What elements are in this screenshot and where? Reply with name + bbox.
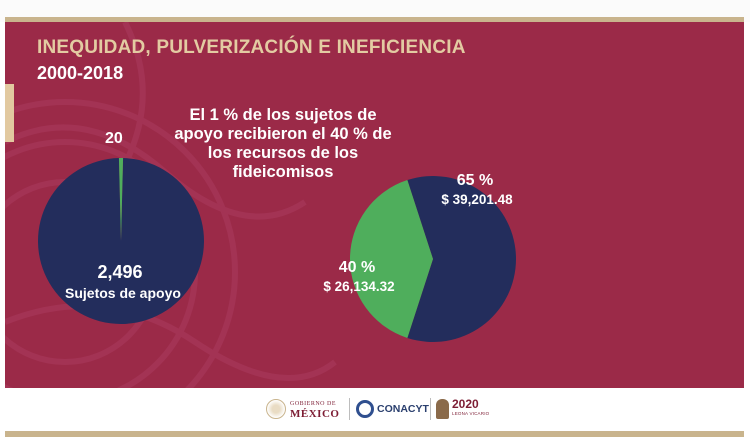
year-small-text: LEONA VICARIO [452,411,490,416]
pie1-main-value-label: 2,496 [97,262,143,282]
footer-divider [430,398,431,420]
pie2-navy-amount-label: $ 39,201.48 [441,192,513,207]
conacyt-text: CONACYT [377,403,429,415]
year-text: 2020 [452,397,479,411]
footer-divider [349,398,350,420]
pie2-slice-40 [349,180,433,338]
slide: INEQUIDAD, PULVERIZACIÓN E INEFICIENCIA … [5,22,744,388]
top-gold-line [5,17,744,22]
conacyt-logo: CONACYT [356,396,429,422]
left-tab [5,84,14,142]
pie2-green-amount-label: $ 26,134.32 [323,279,395,294]
conacyt-ring-icon [356,400,374,418]
year-2020-logo: 2020 LEONA VICARIO [436,396,489,422]
bottom-gold-line [5,431,744,437]
pie1-slice-small [118,158,124,241]
footer: GOBIERNO DE MÉXICO CONACYT 2020 LEONA VI… [0,388,750,437]
pie1-main-caption: Sujetos de apoyo [65,285,181,301]
headline: El 1 % de los sujetos de apoyo recibiero… [174,106,392,181]
pie2-green-percent-label: 40 % [338,259,376,276]
portrait-icon [436,399,449,419]
charts [37,158,516,342]
gob-small-text: GOBIERNO DE [290,401,336,407]
pie1-slice-sujetos [37,158,204,325]
gob-big-text: MÉXICO [290,408,340,420]
slide-period: 2000-2018 [37,63,124,83]
eagle-seal-icon [266,399,286,419]
gobierno-de-mexico-logo: GOBIERNO DE MÉXICO [266,396,339,422]
slide-title: INEQUIDAD, PULVERIZACIÓN E INEFICIENCIA [37,37,466,58]
pie2-navy-percent-label: 65 % [456,172,494,189]
pie2-slice-65 [407,176,516,342]
top-strip [0,0,750,22]
pie1-small-value-label: 20 [105,130,123,147]
